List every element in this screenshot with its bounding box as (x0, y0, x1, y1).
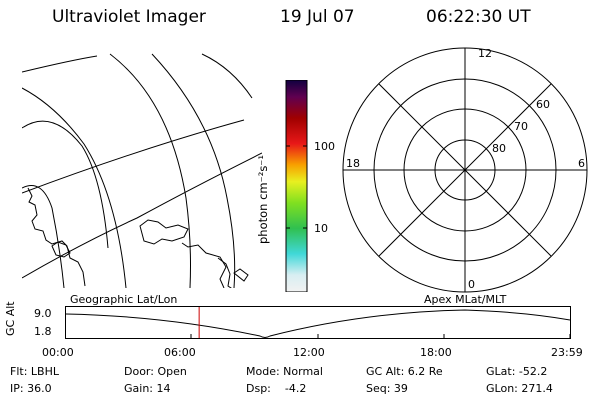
orbit-left-label: Geographic Lat/Lon (70, 293, 178, 306)
orbit-xtick-0000: 00:00 (42, 346, 74, 359)
mlt-label-18: 18 (346, 157, 360, 170)
mlt-label-0: 0 (468, 278, 475, 291)
lat-label-80: 80 (492, 142, 506, 155)
status-gain: Gain: 14 (124, 382, 171, 395)
longitude-line (201, 53, 253, 99)
orbit-ytick-9: 9.0 (34, 307, 52, 320)
status-ip: IP: 36.0 (10, 382, 52, 395)
orbit-xtick-1200: 12:00 (293, 346, 325, 359)
longitude-line (22, 119, 245, 194)
app-title: Ultraviolet Imager (52, 7, 206, 27)
coastline (51, 241, 71, 258)
colorbar-unit-text: photon cm⁻²s⁻¹ (256, 155, 270, 244)
geographic-map (22, 53, 262, 288)
orbit-ytick-1-8: 1.8 (34, 325, 52, 338)
colorbar-tick-10: 10 (314, 222, 328, 235)
status-gc-alt: GC Alt: 6.2 Re (366, 365, 443, 378)
polar-axis (378, 83, 552, 257)
colorbar-tick-100: 100 (314, 140, 335, 153)
orbit-right-label: Apex MLat/MLT (424, 293, 507, 306)
longitude-line (22, 152, 262, 279)
color-bar (285, 80, 308, 292)
status-filter: Flt: LBHL (10, 365, 59, 378)
time-label: 06:22:30 UT (426, 7, 531, 27)
lat-label-70: 70 (514, 120, 528, 133)
orbit-plot (65, 306, 571, 339)
status-glat: GLat: -52.2 (486, 365, 548, 378)
status-seq: Seq: 39 (366, 382, 408, 395)
polar-plot (342, 47, 588, 293)
coastline (233, 268, 249, 282)
orbit-xtick-2359: 23:59 (551, 346, 583, 359)
status-door: Door: Open (124, 365, 187, 378)
coastline (217, 257, 232, 288)
orbit-ylabel: GC Alt (4, 301, 17, 336)
orbit-xtick-0600: 06:00 (164, 346, 196, 359)
status-mode: Mode: Normal (246, 365, 323, 378)
status-glon: GLon: 271.4 (486, 382, 553, 395)
latitude-line (151, 53, 236, 288)
latitude-line (109, 53, 191, 288)
orbit-xtick-1800: 18:00 (420, 346, 452, 359)
latitude-line (22, 185, 65, 288)
orbit-altitude-curve (65, 309, 571, 338)
latitude-line (22, 55, 98, 73)
latitude-line (22, 87, 127, 288)
coastline (27, 187, 86, 287)
coastline (181, 242, 227, 288)
lat-label-60: 60 (536, 98, 550, 111)
mlt-label-12: 12 (478, 47, 492, 60)
date-label: 19 Jul 07 (280, 7, 355, 27)
status-dsp: Dsp: -4.2 (246, 382, 307, 395)
latitude-line (22, 120, 109, 249)
coastline (139, 219, 189, 245)
mlt-label-6: 6 (578, 157, 585, 170)
